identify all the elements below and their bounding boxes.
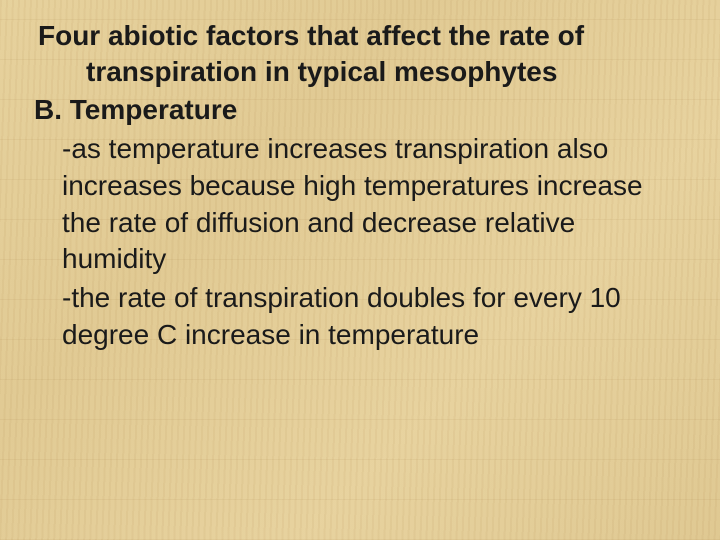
title-line-1: Four abiotic factors that affect the rat… <box>38 20 584 51</box>
bullet-point-2: -the rate of transpiration doubles for e… <box>34 280 686 354</box>
section-subheading: B. Temperature <box>34 92 686 129</box>
bullet-point-1: -as temperature increases transpiration … <box>34 131 686 279</box>
title-line-2: transpiration in typical mesophytes <box>38 54 686 90</box>
slide-title: Four abiotic factors that affect the rat… <box>34 18 686 90</box>
